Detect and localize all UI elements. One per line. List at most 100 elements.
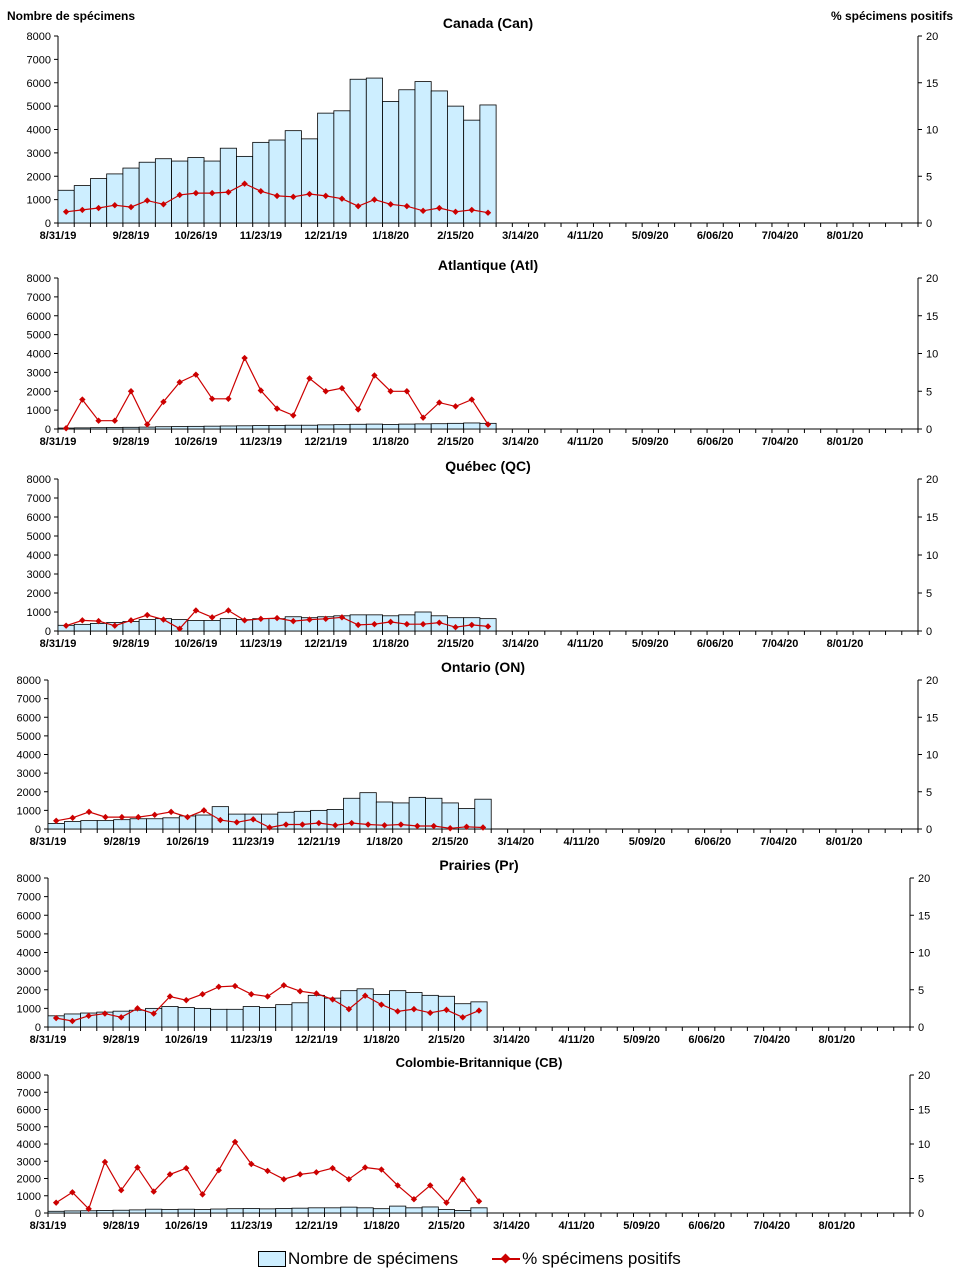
percent-marker xyxy=(468,396,475,403)
percent-marker xyxy=(387,618,394,626)
percent-marker xyxy=(387,388,394,395)
y-axis-header: Nombre de spécimens xyxy=(7,9,136,23)
x-date-label: 1/18/20 xyxy=(372,230,409,242)
bar xyxy=(195,814,213,830)
y2-tick-label: 20 xyxy=(926,31,938,43)
percent-marker xyxy=(200,807,208,814)
percent-marker xyxy=(150,1010,157,1017)
bar xyxy=(430,90,448,224)
y-tick-label: 1000 xyxy=(17,1191,41,1203)
y-tick-label: 5000 xyxy=(27,330,51,342)
chart-title: Canada (Can) xyxy=(443,15,533,31)
y-tick-label: 0 xyxy=(35,824,41,836)
y-tick-label: 0 xyxy=(35,1208,41,1220)
percent-marker xyxy=(225,395,232,402)
y2-tick-label: 0 xyxy=(926,626,932,638)
bar xyxy=(349,78,367,224)
percent-marker xyxy=(463,823,470,830)
bar xyxy=(236,425,254,430)
chart-panel-1: Canada (Can) 0 1000 2000 3000 4000 5000 6000 700… xyxy=(27,15,939,242)
percent-marker xyxy=(475,1198,483,1205)
bar xyxy=(129,818,147,830)
bar xyxy=(252,425,270,430)
bar xyxy=(112,1209,130,1214)
bar xyxy=(324,1207,342,1214)
bar xyxy=(414,423,432,430)
bar xyxy=(219,618,237,632)
y2-tick-label: 15 xyxy=(926,311,938,323)
percent-marker xyxy=(118,813,126,821)
y-tick-label: 1000 xyxy=(27,405,51,417)
percent-marker xyxy=(452,208,459,215)
y2-tick-label: 20 xyxy=(926,474,938,486)
x-date-label: 9/28/19 xyxy=(103,1034,140,1046)
x-date-label: 4/11/20 xyxy=(559,1034,595,1046)
x-date-label: 7/04/20 xyxy=(762,638,799,650)
bar xyxy=(162,817,180,830)
y-tick-label: 8000 xyxy=(17,1070,41,1082)
bar xyxy=(454,1210,472,1214)
percent-marker xyxy=(475,1007,483,1014)
y-tick-label: 4000 xyxy=(17,1139,41,1151)
percent-marker xyxy=(338,195,346,202)
x-date-label: 12/21/19 xyxy=(304,638,347,650)
bar xyxy=(447,422,465,430)
percent-marker xyxy=(144,421,151,428)
x-date-label: 6/06/20 xyxy=(688,1034,725,1046)
percent-marker xyxy=(468,206,475,214)
x-date-label: 11/23/19 xyxy=(240,230,282,242)
percent-marker xyxy=(85,808,93,816)
x-date-label: 5/09/20 xyxy=(632,436,669,448)
y2-tick-label: 5 xyxy=(918,985,924,997)
legend-line-label: % spécimens positifs xyxy=(522,1249,681,1268)
x-date-label: 1/18/20 xyxy=(363,1220,400,1232)
x-date-label: 3/14/20 xyxy=(493,1220,530,1232)
percent-marker xyxy=(184,813,191,821)
percent-marker xyxy=(192,607,200,614)
bar xyxy=(128,1209,146,1214)
x-date-label: 7/04/20 xyxy=(753,1220,790,1232)
legend-bar-swatch xyxy=(258,1251,286,1267)
percent-marker xyxy=(313,1169,320,1176)
bar xyxy=(203,620,221,632)
chart-title: Atlantique (Atl) xyxy=(438,257,538,273)
percent-marker xyxy=(354,202,362,210)
percent-marker xyxy=(397,821,405,828)
x-date-label: 10/26/19 xyxy=(175,638,218,650)
bar xyxy=(226,1008,244,1028)
percent-marker xyxy=(166,993,174,1000)
percent-marker xyxy=(394,1182,401,1189)
bar xyxy=(284,424,302,430)
y-tick-label: 3000 xyxy=(17,1156,41,1168)
y-tick-label: 6000 xyxy=(27,78,51,90)
y-tick-label: 0 xyxy=(35,1022,41,1034)
percent-marker xyxy=(62,622,70,629)
x-date-label: 6/06/20 xyxy=(697,638,734,650)
percent-marker xyxy=(306,190,313,198)
x-date-label: 10/26/19 xyxy=(165,1220,208,1232)
bar xyxy=(252,141,270,224)
x-date-label: 6/06/20 xyxy=(688,1220,725,1232)
y-tick-label: 2000 xyxy=(27,171,51,183)
percent-marker xyxy=(69,814,76,822)
percent-marker xyxy=(459,1175,466,1183)
percent-marker xyxy=(79,617,86,624)
chart-title: Colombie-Britannique (CB) xyxy=(396,1055,563,1070)
bar xyxy=(275,1208,293,1214)
bar xyxy=(122,167,140,224)
x-date-label: 3/14/20 xyxy=(493,1034,530,1046)
x-date-label: 1/18/20 xyxy=(366,836,403,848)
percent-marker xyxy=(52,1014,60,1022)
y2-tick-label: 15 xyxy=(926,712,938,724)
percent-marker xyxy=(427,1009,434,1017)
percent-marker xyxy=(443,1199,450,1206)
percent-marker xyxy=(85,1205,92,1213)
percent-marker xyxy=(345,1005,353,1013)
bar xyxy=(154,426,172,430)
y2-tick-label: 5 xyxy=(926,171,932,183)
chart-panel-3: Québec (QC) 0 1000 2000 3000 4000 5000 6000 7000… xyxy=(27,458,939,650)
percent-marker xyxy=(257,387,265,394)
percent-marker xyxy=(354,406,362,413)
x-date-label: 11/23/19 xyxy=(240,436,282,448)
percent-marker xyxy=(102,813,109,821)
